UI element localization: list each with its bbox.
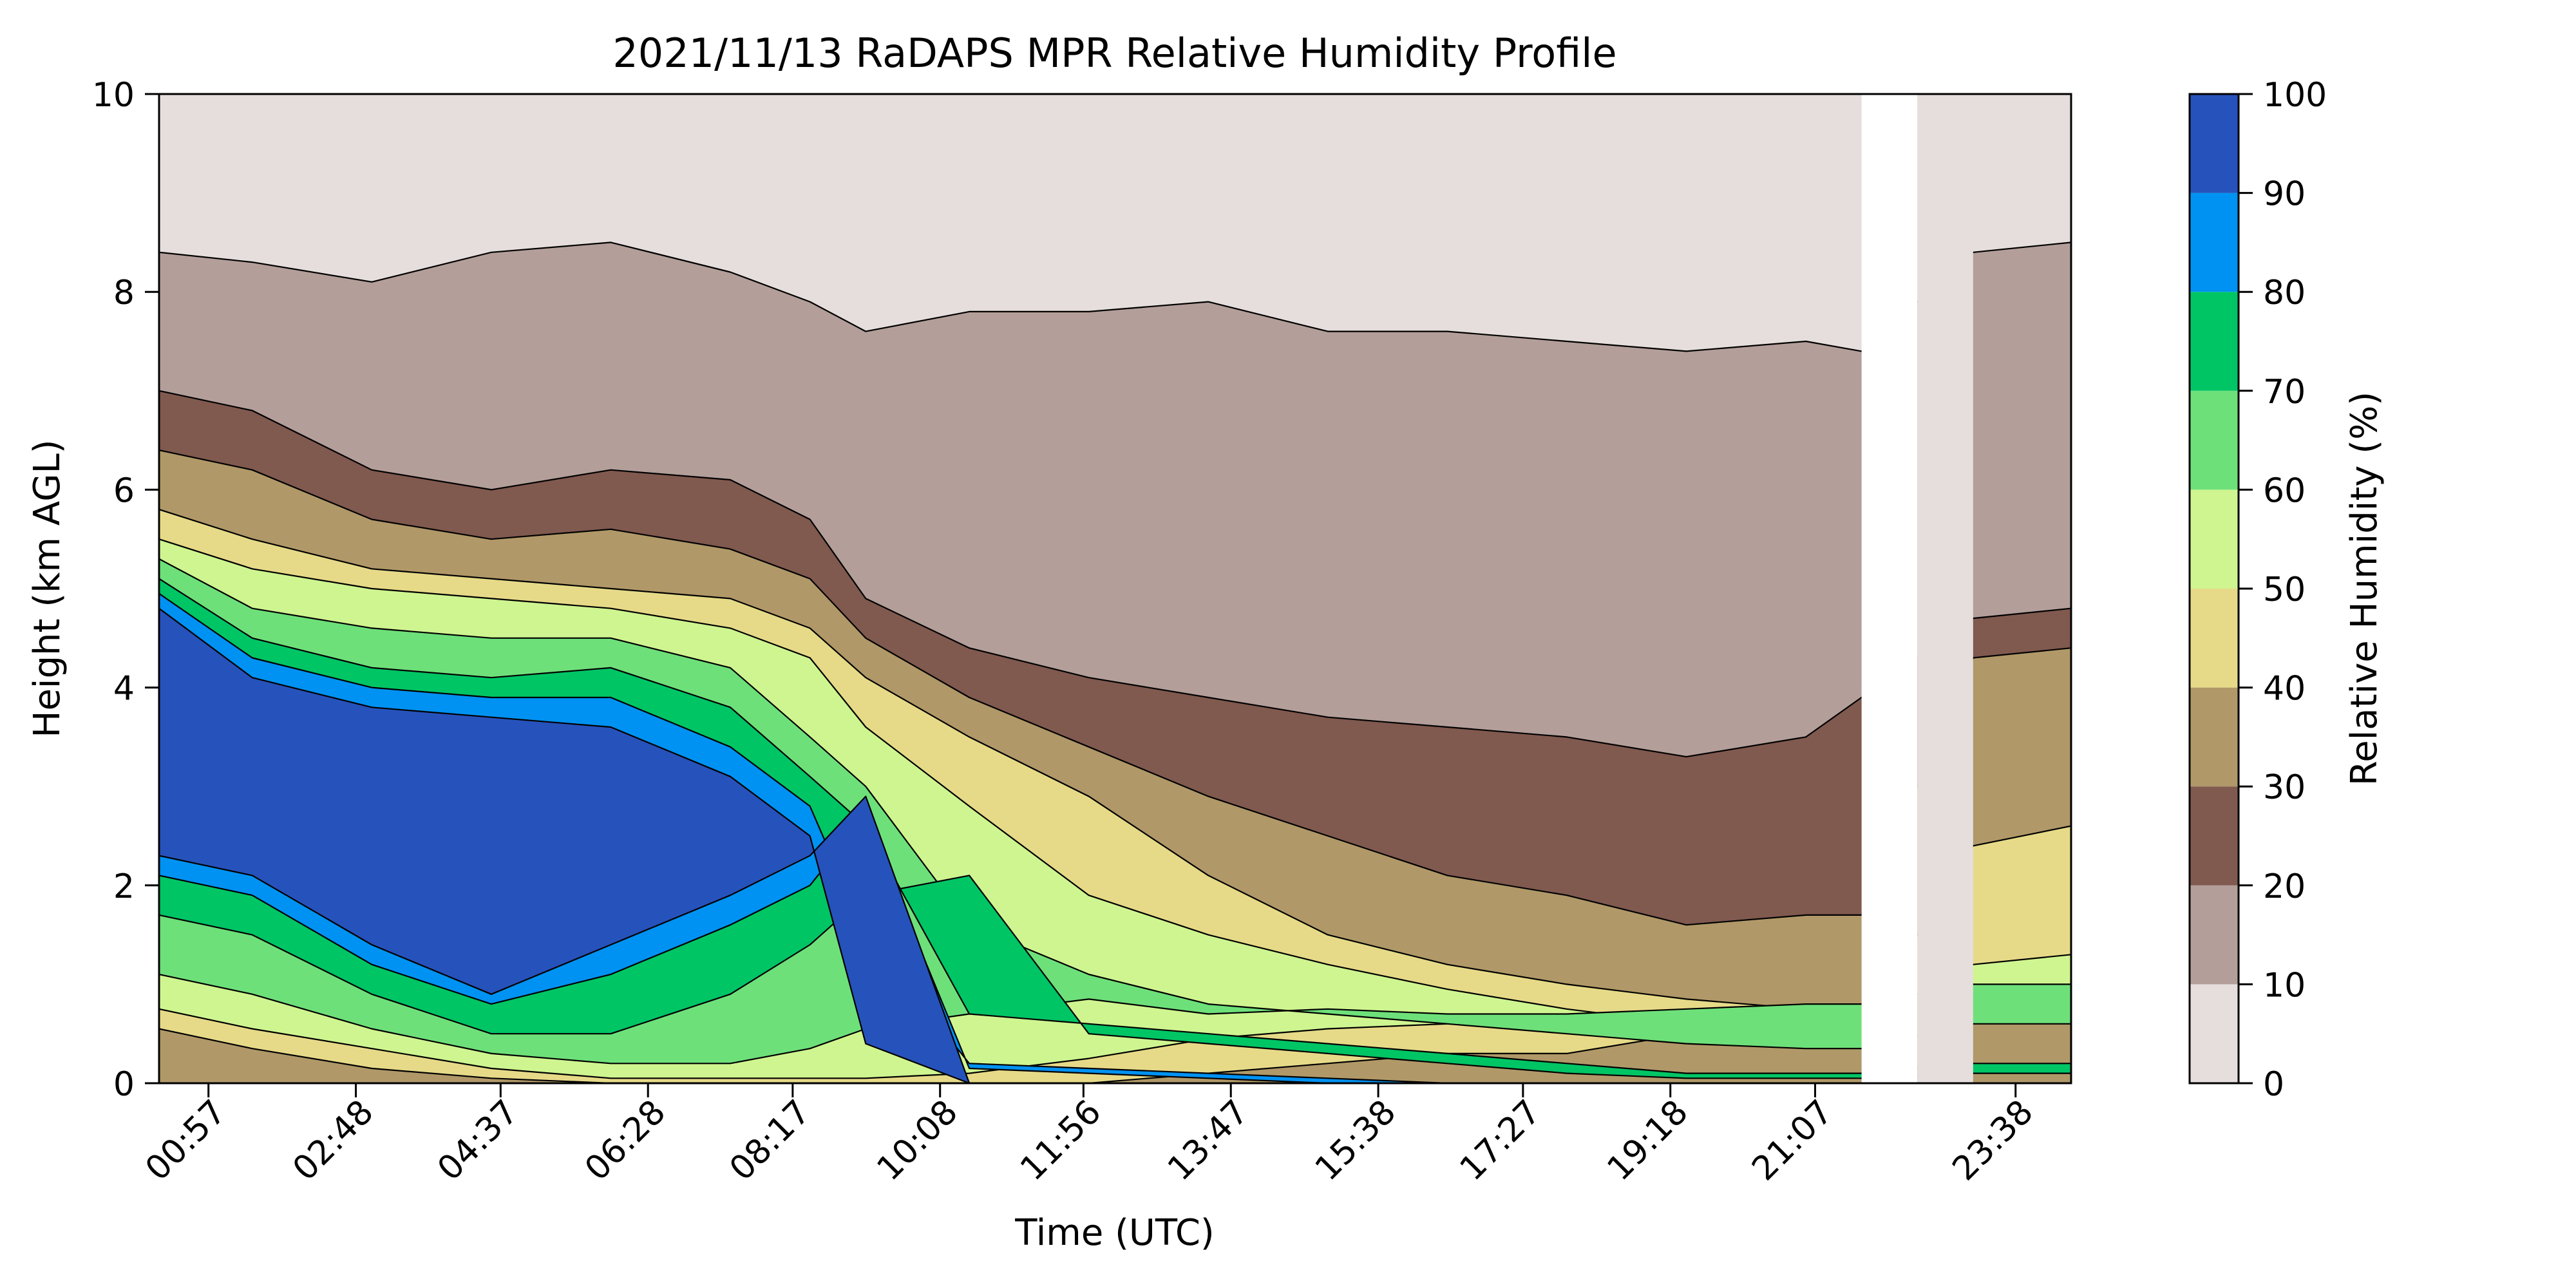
- colorbar: [2190, 94, 2239, 1083]
- colorbar-tick-label: 90: [2263, 175, 2306, 214]
- y-tick-label: 0: [113, 1065, 135, 1104]
- colorbar-tick-label: 30: [2263, 768, 2306, 807]
- y-tick-label: 8: [113, 274, 135, 312]
- colorbar-tick-label: 70: [2263, 373, 2306, 412]
- x-tick-label: 10:08: [870, 1093, 965, 1188]
- data-gap: [1861, 94, 1918, 1083]
- colorbar-segment: [2190, 292, 2239, 391]
- colorbar-tick-label: 80: [2263, 274, 2306, 312]
- colorbar-tick-label: 50: [2263, 571, 2306, 609]
- data-gap: [1917, 94, 1973, 1083]
- colorbar-ticks: 0 10 20 30 40 50 60 70 80 90 100: [2239, 76, 2327, 1104]
- chart-title: 2021/11/13 RaDAPS MPR Relative Humidity …: [612, 30, 1616, 77]
- colorbar-tick-label: 10: [2263, 966, 2306, 1005]
- contour-band-90: [159, 607, 2071, 1083]
- contour-bands: [159, 94, 2071, 1083]
- colorbar-tick-label: 60: [2263, 471, 2306, 510]
- plot-frame: [158, 93, 2072, 1084]
- contour-band-80: [159, 592, 2071, 1083]
- y-axis: 0 2 4 6 8 10: [92, 76, 159, 1104]
- y-tick-label: 2: [113, 867, 135, 906]
- colorbar-tick-label: 40: [2263, 670, 2306, 708]
- colorbar-segment: [2190, 193, 2239, 292]
- x-tick-label: 00:57: [138, 1093, 233, 1188]
- y-tick-label: 4: [113, 670, 135, 708]
- x-tick-label: 08:17: [723, 1093, 818, 1188]
- colorbar-tick-label: 0: [2263, 1065, 2284, 1104]
- colorbar-segment: [2190, 94, 2239, 193]
- y-axis-label: Height (km AGL): [26, 439, 68, 737]
- colorbar-segment: [2190, 687, 2239, 787]
- colorbar-tick-label: 100: [2263, 76, 2327, 115]
- x-axis-label: Time (UTC): [1014, 1212, 1215, 1254]
- colorbar-segment: [2190, 390, 2239, 490]
- colorbar-label: Relative Humidity (%): [2344, 392, 2385, 786]
- y-tick-label: 10: [92, 76, 135, 115]
- y-tick-label: 6: [113, 471, 135, 510]
- x-tick-label: 06:28: [578, 1093, 673, 1188]
- x-tick-label: 21:07: [1745, 1093, 1840, 1188]
- x-tick-label: 02:48: [285, 1093, 381, 1188]
- colorbar-segment: [2190, 589, 2239, 688]
- colorbar-segment: [2190, 786, 2239, 886]
- x-tick-label: 15:38: [1308, 1093, 1403, 1188]
- data-gaps: [1861, 94, 1973, 1083]
- x-tick-label: 19:18: [1600, 1093, 1696, 1188]
- x-tick-label: 17:27: [1453, 1093, 1548, 1188]
- x-tick-label: 13:47: [1160, 1093, 1256, 1188]
- colorbar-segment: [2190, 984, 2239, 1083]
- colorbar-tick-label: 20: [2263, 867, 2306, 906]
- colorbar-segment: [2190, 489, 2239, 589]
- x-tick-label: 04:37: [430, 1093, 526, 1188]
- x-tick-label: 23:38: [1946, 1093, 2041, 1188]
- x-tick-label: 11:56: [1013, 1093, 1108, 1188]
- colorbar-segment: [2190, 885, 2239, 985]
- plot-area: [159, 94, 2071, 1083]
- x-axis: 00:57 02:48 04:37 06:28 08:17 10:08 11:56 13:47…: [138, 1083, 2041, 1188]
